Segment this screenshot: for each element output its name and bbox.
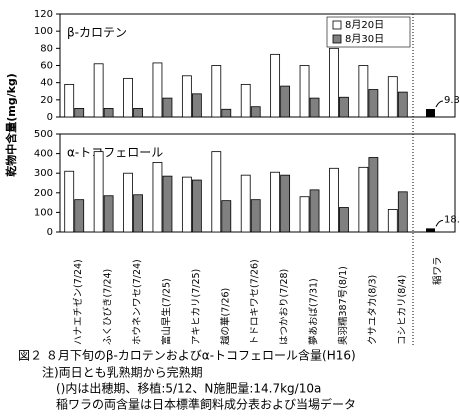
bar [191,93,202,118]
panel-title: β-カロテン [67,26,127,40]
y-tick-label: 200 [34,188,53,199]
y-tick-label: 80 [40,43,53,54]
y-axis-label: 乾物中含量(mg/kg) [4,73,18,177]
y-tick-label: 100 [34,26,53,37]
bar [162,97,173,118]
legend-label: 8月20日 [345,19,384,31]
bar [152,162,163,233]
bar [74,199,85,233]
bar [103,108,114,118]
bar [162,175,173,233]
x-tick-label: ふくひびき(7/24) [103,269,114,345]
leader [435,100,444,108]
y-tick-label: 300 [34,168,53,179]
legend-swatch [332,20,342,30]
bar [309,189,320,233]
x-tick-label: 稲ワラ [432,256,444,285]
bar [329,47,339,118]
bar [181,75,192,118]
bar [397,191,408,233]
bar [133,194,143,233]
y-tick-label: 20 [40,95,53,106]
x-tick-label: 奥羽糯387号(8/1) [337,266,349,345]
bar [211,151,222,233]
legend-label: 8月30日 [345,33,384,45]
bar [64,170,75,233]
x-tick-label: 夢あおば(7/31) [308,278,320,345]
x-tick-label: コシヒカリ(8/4) [397,275,408,345]
leader [435,219,444,227]
y-tick-label: 40 [40,78,53,89]
x-tick-label: 富山早生(7/25) [160,278,172,345]
x-tick-label: クサユタカ(8/3) [367,275,378,345]
bar [387,209,398,233]
bar [397,91,408,118]
bar [299,65,310,118]
bar [339,96,349,118]
bar [250,199,261,233]
bar [280,174,291,233]
bar [250,106,261,118]
bar [240,83,251,118]
bar [329,167,339,233]
bar [240,174,251,233]
x-tick-label: ホウネンワセ(7/24) [132,259,143,345]
y-tick-label: 120 [34,9,53,20]
bar [191,179,202,233]
bar [270,53,281,118]
caption-note: 注)両日とも乳熟期から完熟期 [42,365,203,380]
bar [339,207,349,233]
bar [221,108,232,118]
bar [123,172,133,233]
reference-bar [426,109,435,117]
bar [133,108,143,118]
value-label: 9.3 [444,95,460,106]
bar [181,176,192,233]
x-tick-label: 越の華(7/26) [219,288,231,345]
panel-title: α-トコフェロール [67,146,163,160]
bar [270,171,281,233]
x-tick-label: トドロキワセ(7/26) [250,259,261,345]
y-tick-label: 60 [40,61,53,72]
y-tick-label: 500 [34,129,53,140]
bar [299,196,310,233]
reference-bar [426,228,435,232]
x-tick-label: アキヒカリ(7/25) [191,269,202,345]
bar [280,85,291,118]
y-tick-label: 400 [34,149,53,160]
bar [211,65,222,118]
bar [64,83,75,118]
x-tick-label: ハナエチゼン(7/24) [72,259,84,345]
bar [93,63,104,118]
bar [221,200,232,233]
x-tick-label: はつかおり(7/28) [279,269,290,345]
bar [103,195,114,233]
bar [309,97,320,118]
value-label: 18.5 [444,214,460,225]
caption-note: ()内は出穂期、移植:5/12、N施肥量:14.7kg/10a [56,381,321,396]
y-tick-label: 100 [34,207,53,218]
y-tick-label: 0 [47,112,53,123]
legend-swatch [332,34,342,44]
caption-title: 図２ ８月下旬のβ-カロテンおよびα-トコフェロール含量(H16) [18,348,356,363]
bar [74,108,85,118]
bar [368,89,379,118]
bar [93,151,104,233]
caption-note: 稲ワラの両含量は日本標準飼料成分表および当場データ [56,397,356,412]
bar [368,157,379,233]
bar [123,77,133,118]
bar [358,65,369,118]
bar [358,166,369,233]
bar [387,76,398,118]
y-tick-label: 0 [47,227,53,238]
bar [152,62,163,118]
